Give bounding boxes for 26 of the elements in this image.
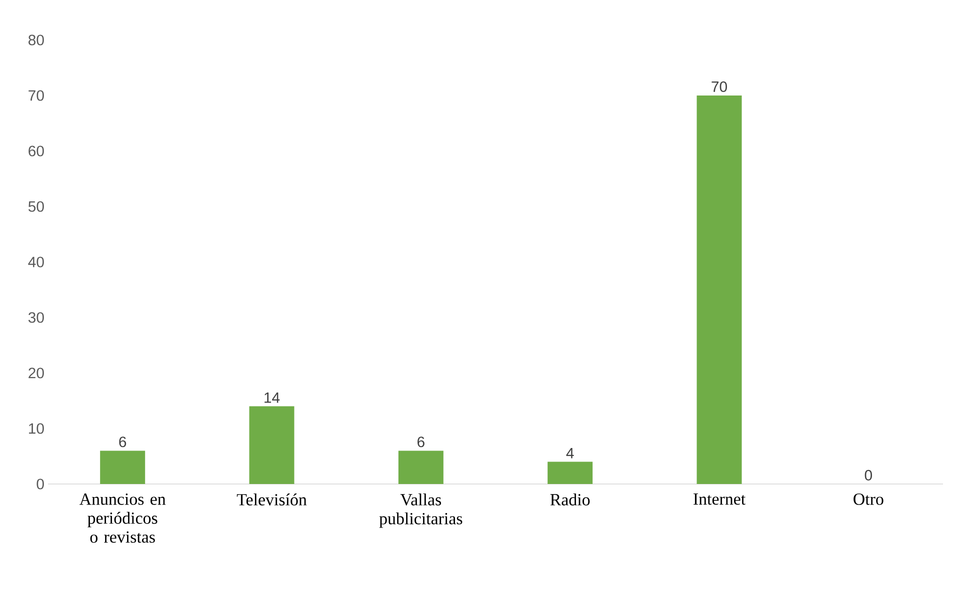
bar (696, 96, 742, 484)
data-label: 14 (264, 392, 280, 403)
y-tick-label: 80 (28, 34, 44, 46)
data-label: 70 (712, 81, 727, 92)
y-tick-label: 20 (28, 368, 44, 378)
x-tick-label: Internet (694, 494, 746, 505)
bar (398, 450, 444, 484)
x-tick-label: Otro (854, 494, 884, 505)
x-tick-label: Radio (550, 494, 590, 506)
x-tick-label: Anuncios en periódicos o revistas (79, 494, 166, 543)
y-tick-label: 0 (36, 478, 44, 490)
bar (100, 450, 146, 484)
bar (548, 462, 593, 484)
data-label: 0 (864, 470, 872, 480)
y-tick-label: 30 (28, 312, 44, 323)
y-tick-label: 70 (28, 90, 44, 101)
bar (249, 406, 294, 484)
data-label: 4 (566, 448, 574, 458)
y-tick-label: 60 (28, 146, 44, 156)
y-tick-label: 50 (28, 201, 44, 212)
y-tick-label: 40 (28, 256, 44, 268)
x-tick-label: Vallas publicitarias (379, 494, 462, 528)
data-label: 6 (119, 436, 126, 448)
data-label: 6 (418, 436, 424, 448)
x-tick-label: Televisíón (236, 494, 307, 506)
y-tick-label: 10 (29, 423, 44, 434)
